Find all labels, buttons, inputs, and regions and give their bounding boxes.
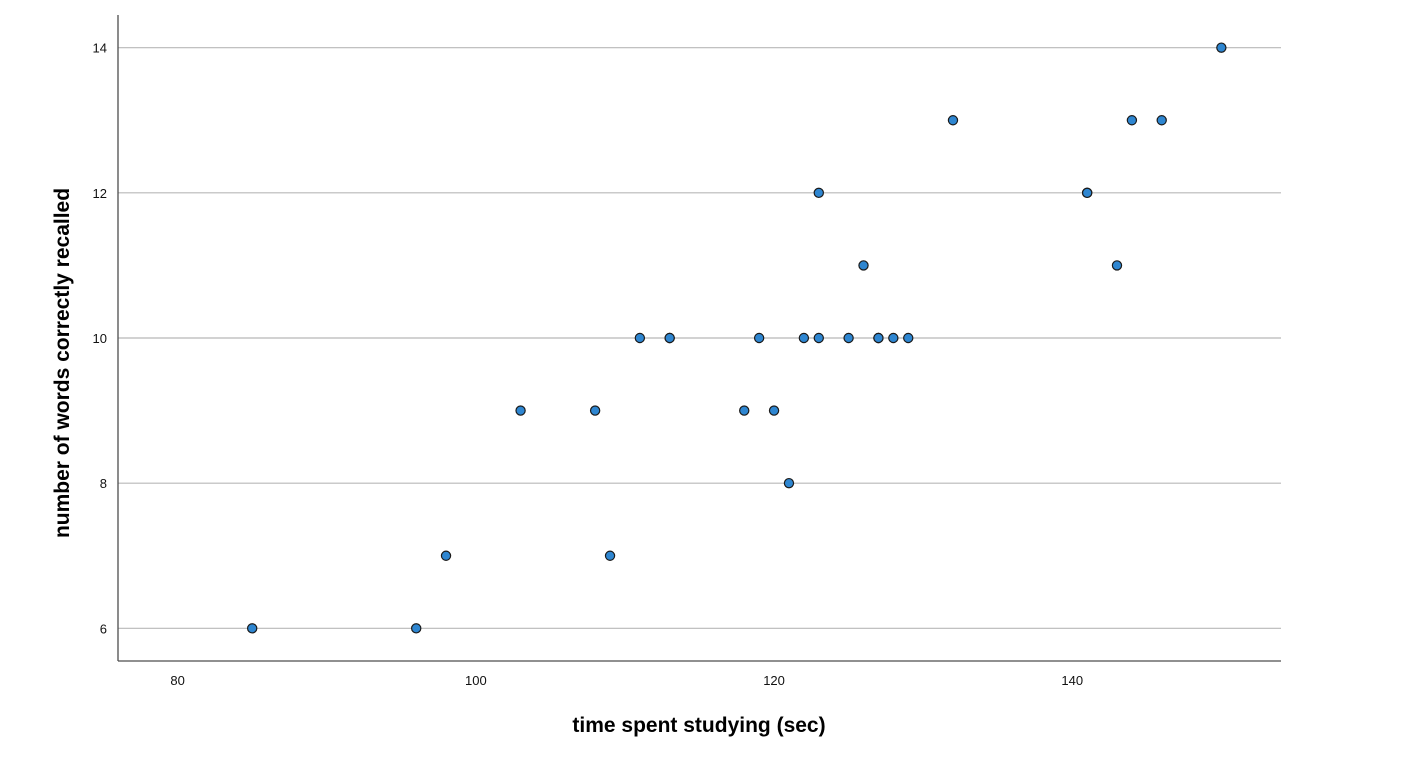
y-tick-label: 10	[93, 331, 107, 346]
tick-labels: 6 8 10 12 14 80 100 120 140	[93, 41, 1084, 688]
data-point	[634, 332, 646, 344]
data-point	[246, 623, 258, 634]
data-point	[1156, 115, 1167, 126]
x-tick-label: 100	[465, 673, 487, 688]
data-point	[843, 332, 854, 344]
x-tick-label: 140	[1061, 673, 1083, 688]
data-point	[798, 332, 810, 344]
y-tick-label: 12	[93, 186, 107, 201]
data-point	[888, 332, 899, 344]
data-point	[604, 550, 616, 561]
data-point	[947, 115, 959, 126]
data-point	[858, 260, 869, 271]
data-point	[589, 405, 601, 416]
data-point	[753, 332, 765, 344]
data-point	[411, 623, 422, 634]
data-point	[1216, 42, 1227, 53]
data-point	[739, 405, 750, 416]
axes	[117, 15, 1281, 662]
data-points	[246, 42, 1227, 634]
gridlines	[118, 47, 1281, 629]
data-point	[813, 332, 824, 344]
data-point	[664, 332, 675, 344]
data-point	[813, 187, 824, 199]
data-point	[1126, 115, 1138, 126]
data-point	[1081, 187, 1093, 199]
y-tick-label: 14	[93, 41, 107, 56]
y-axis-title: number of words correctly recalled	[51, 188, 74, 538]
data-point	[768, 405, 780, 416]
data-point	[440, 550, 452, 561]
y-tick-label: 6	[100, 621, 107, 636]
x-tick-label: 120	[763, 673, 785, 688]
x-axis-title: time spent studying (sec)	[572, 714, 825, 737]
data-point	[783, 477, 795, 489]
data-point	[903, 332, 914, 344]
y-tick-label: 8	[100, 476, 107, 491]
data-point	[1111, 260, 1123, 271]
data-point	[873, 332, 884, 344]
data-point	[515, 405, 526, 416]
x-tick-label: 80	[170, 673, 184, 688]
